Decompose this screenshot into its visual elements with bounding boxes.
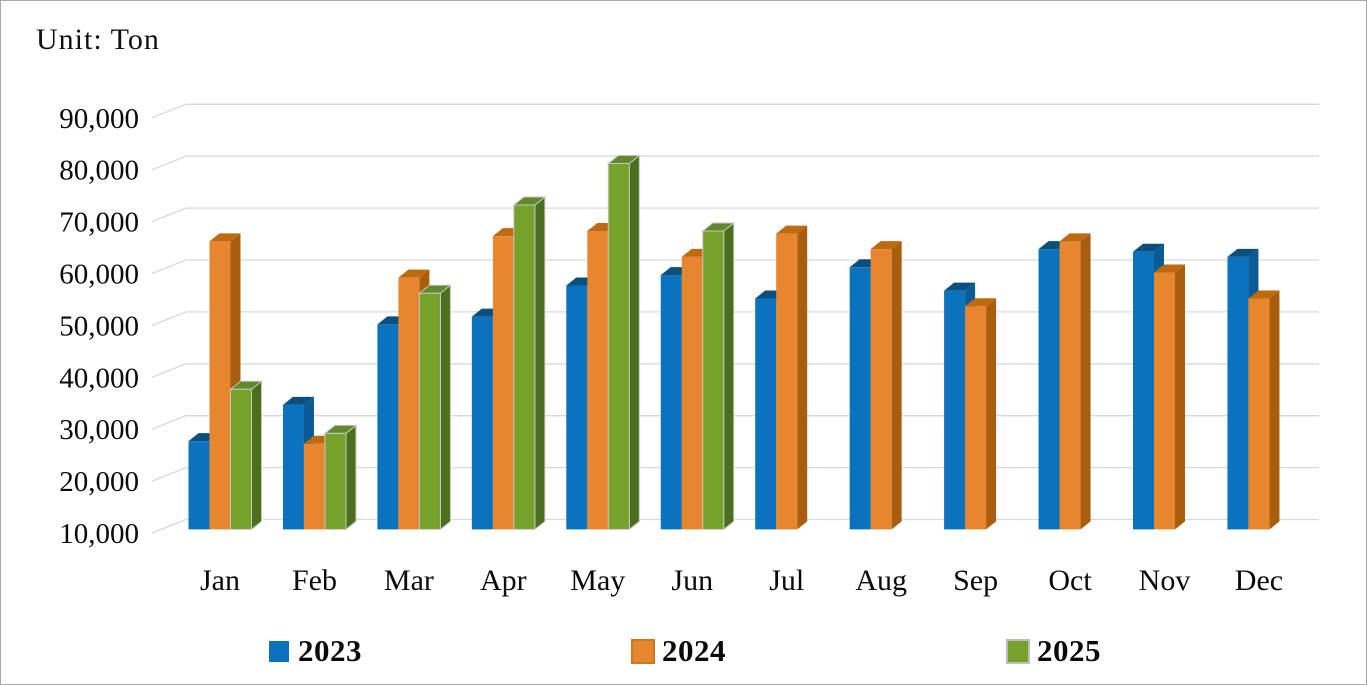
bar-2024-Oct xyxy=(1059,233,1091,242)
bar-2025-Jun xyxy=(723,221,735,531)
bar-2024-Aug xyxy=(870,241,902,250)
bar-2024-May xyxy=(587,230,609,530)
legend-swatch-2024 xyxy=(633,640,653,662)
bar-2023-Feb xyxy=(282,404,304,530)
x-axis-label-Jan: Jan xyxy=(200,564,240,597)
bar-2024-Jul xyxy=(797,225,808,530)
legend-swatch-2025 xyxy=(1008,640,1028,662)
bar-2023-Sep xyxy=(944,282,976,291)
bar-2024-Jul xyxy=(776,225,808,234)
bar-2024-Jan xyxy=(209,233,241,242)
bar-2024-Sep xyxy=(965,298,997,307)
gridline xyxy=(151,415,1319,430)
x-axis-label-Jul: Jul xyxy=(769,564,804,597)
bar-2024-Sep xyxy=(986,298,997,530)
bar-2024-Mar xyxy=(398,269,430,278)
y-axis-label: 60,000 xyxy=(59,259,139,291)
bar-2025-Mar xyxy=(418,292,441,530)
gridline xyxy=(151,207,1319,223)
gridline xyxy=(151,259,1319,275)
bar-2024-Jan xyxy=(209,241,231,530)
legend-item-2024: 2024 xyxy=(633,633,726,668)
bar-2025-Jan xyxy=(230,388,252,530)
gridline xyxy=(151,311,1319,327)
x-axis-label-Aug: Aug xyxy=(855,564,907,597)
x-axis-label-Mar: Mar xyxy=(384,564,434,597)
bar-2025-Jun xyxy=(702,230,725,530)
legend-label-2024: 2024 xyxy=(662,633,726,668)
bar-2023-Nov xyxy=(1133,243,1164,252)
bar-2024-Nov xyxy=(1175,264,1185,530)
bar-2025-Feb xyxy=(345,424,357,531)
legend-item-2025: 2025 xyxy=(1008,633,1101,668)
bar-2024-Apr xyxy=(492,236,514,530)
gridline xyxy=(151,155,1319,171)
x-axis-label-Nov: Nov xyxy=(1139,564,1191,597)
bar-2024-Sep xyxy=(965,306,987,530)
bar-2023-Sep xyxy=(944,290,966,530)
legend-item-2023: 2023 xyxy=(269,633,362,668)
bar-2024-Nov xyxy=(1154,264,1185,273)
chart-title: Unit: Ton xyxy=(36,23,160,56)
bar-2025-Feb xyxy=(324,432,347,530)
x-axis-label-Apr: Apr xyxy=(480,564,527,597)
gridline xyxy=(151,518,1319,534)
bar-2023-Jan xyxy=(188,441,210,530)
x-axis-label-Sep: Sep xyxy=(953,564,998,597)
bar-2023-Jul xyxy=(755,298,777,530)
bar-2023-Dec xyxy=(1227,248,1259,257)
bar-2023-Aug xyxy=(849,267,871,530)
x-axis-label-Feb: Feb xyxy=(292,564,337,597)
gridline xyxy=(151,363,1319,378)
bar-2024-Dec xyxy=(1248,290,1280,299)
x-axis-label-Jun: Jun xyxy=(671,564,713,597)
legend-label-2023: 2023 xyxy=(298,633,362,668)
bar-2025-Apr xyxy=(513,204,536,530)
x-axis-label-Dec: Dec xyxy=(1235,564,1283,597)
bar-2023-Dec xyxy=(1227,256,1249,530)
bar-2025-Jan xyxy=(251,380,262,531)
bar-2023-May xyxy=(566,285,588,530)
legend-swatch-2023 xyxy=(269,640,289,662)
bar-2024-Aug xyxy=(870,249,892,530)
bar-2024-Mar xyxy=(398,277,420,530)
bar-2023-Nov xyxy=(1133,251,1154,530)
bar-2023-Oct xyxy=(1038,249,1060,530)
bar-2025-Apr xyxy=(534,195,546,531)
bar-2024-Aug xyxy=(891,241,902,530)
y-axis-label: 70,000 xyxy=(59,207,139,239)
y-axis-label: 30,000 xyxy=(59,414,139,446)
bar-2023-Apr xyxy=(471,316,493,530)
y-axis-label: 10,000 xyxy=(59,518,139,550)
bar-2024-Jul xyxy=(776,233,798,530)
bar-2025-May xyxy=(607,163,630,530)
y-axis-label: 50,000 xyxy=(59,310,139,342)
bar-2023-Jun xyxy=(660,275,682,530)
gridline xyxy=(151,103,1319,119)
y-axis-label: 40,000 xyxy=(59,362,139,394)
bar-2024-Oct xyxy=(1080,233,1091,530)
x-axis-label-May: May xyxy=(570,564,625,597)
bar-2025-May xyxy=(628,154,640,531)
y-axis-label: 20,000 xyxy=(59,466,139,498)
bar-2024-Oct xyxy=(1059,241,1081,530)
bar-2024-Jun xyxy=(681,256,703,530)
gridline xyxy=(151,466,1319,482)
y-axis-label: 90,000 xyxy=(59,103,139,135)
bar-2024-Nov xyxy=(1154,272,1175,530)
y-axis-label: 80,000 xyxy=(59,155,139,187)
bar-2025-Mar xyxy=(439,284,451,531)
bar-2023-Feb xyxy=(282,396,314,405)
bar-2023-Mar xyxy=(377,324,399,530)
chart-legend: 2023 2024 2025 xyxy=(1,633,1366,675)
x-axis-label-Oct: Oct xyxy=(1048,564,1092,597)
bar-2024-Feb xyxy=(303,443,325,530)
bar-2024-Dec xyxy=(1248,298,1270,530)
legend-label-2025: 2025 xyxy=(1037,633,1101,668)
bar-2024-Dec xyxy=(1269,290,1280,530)
